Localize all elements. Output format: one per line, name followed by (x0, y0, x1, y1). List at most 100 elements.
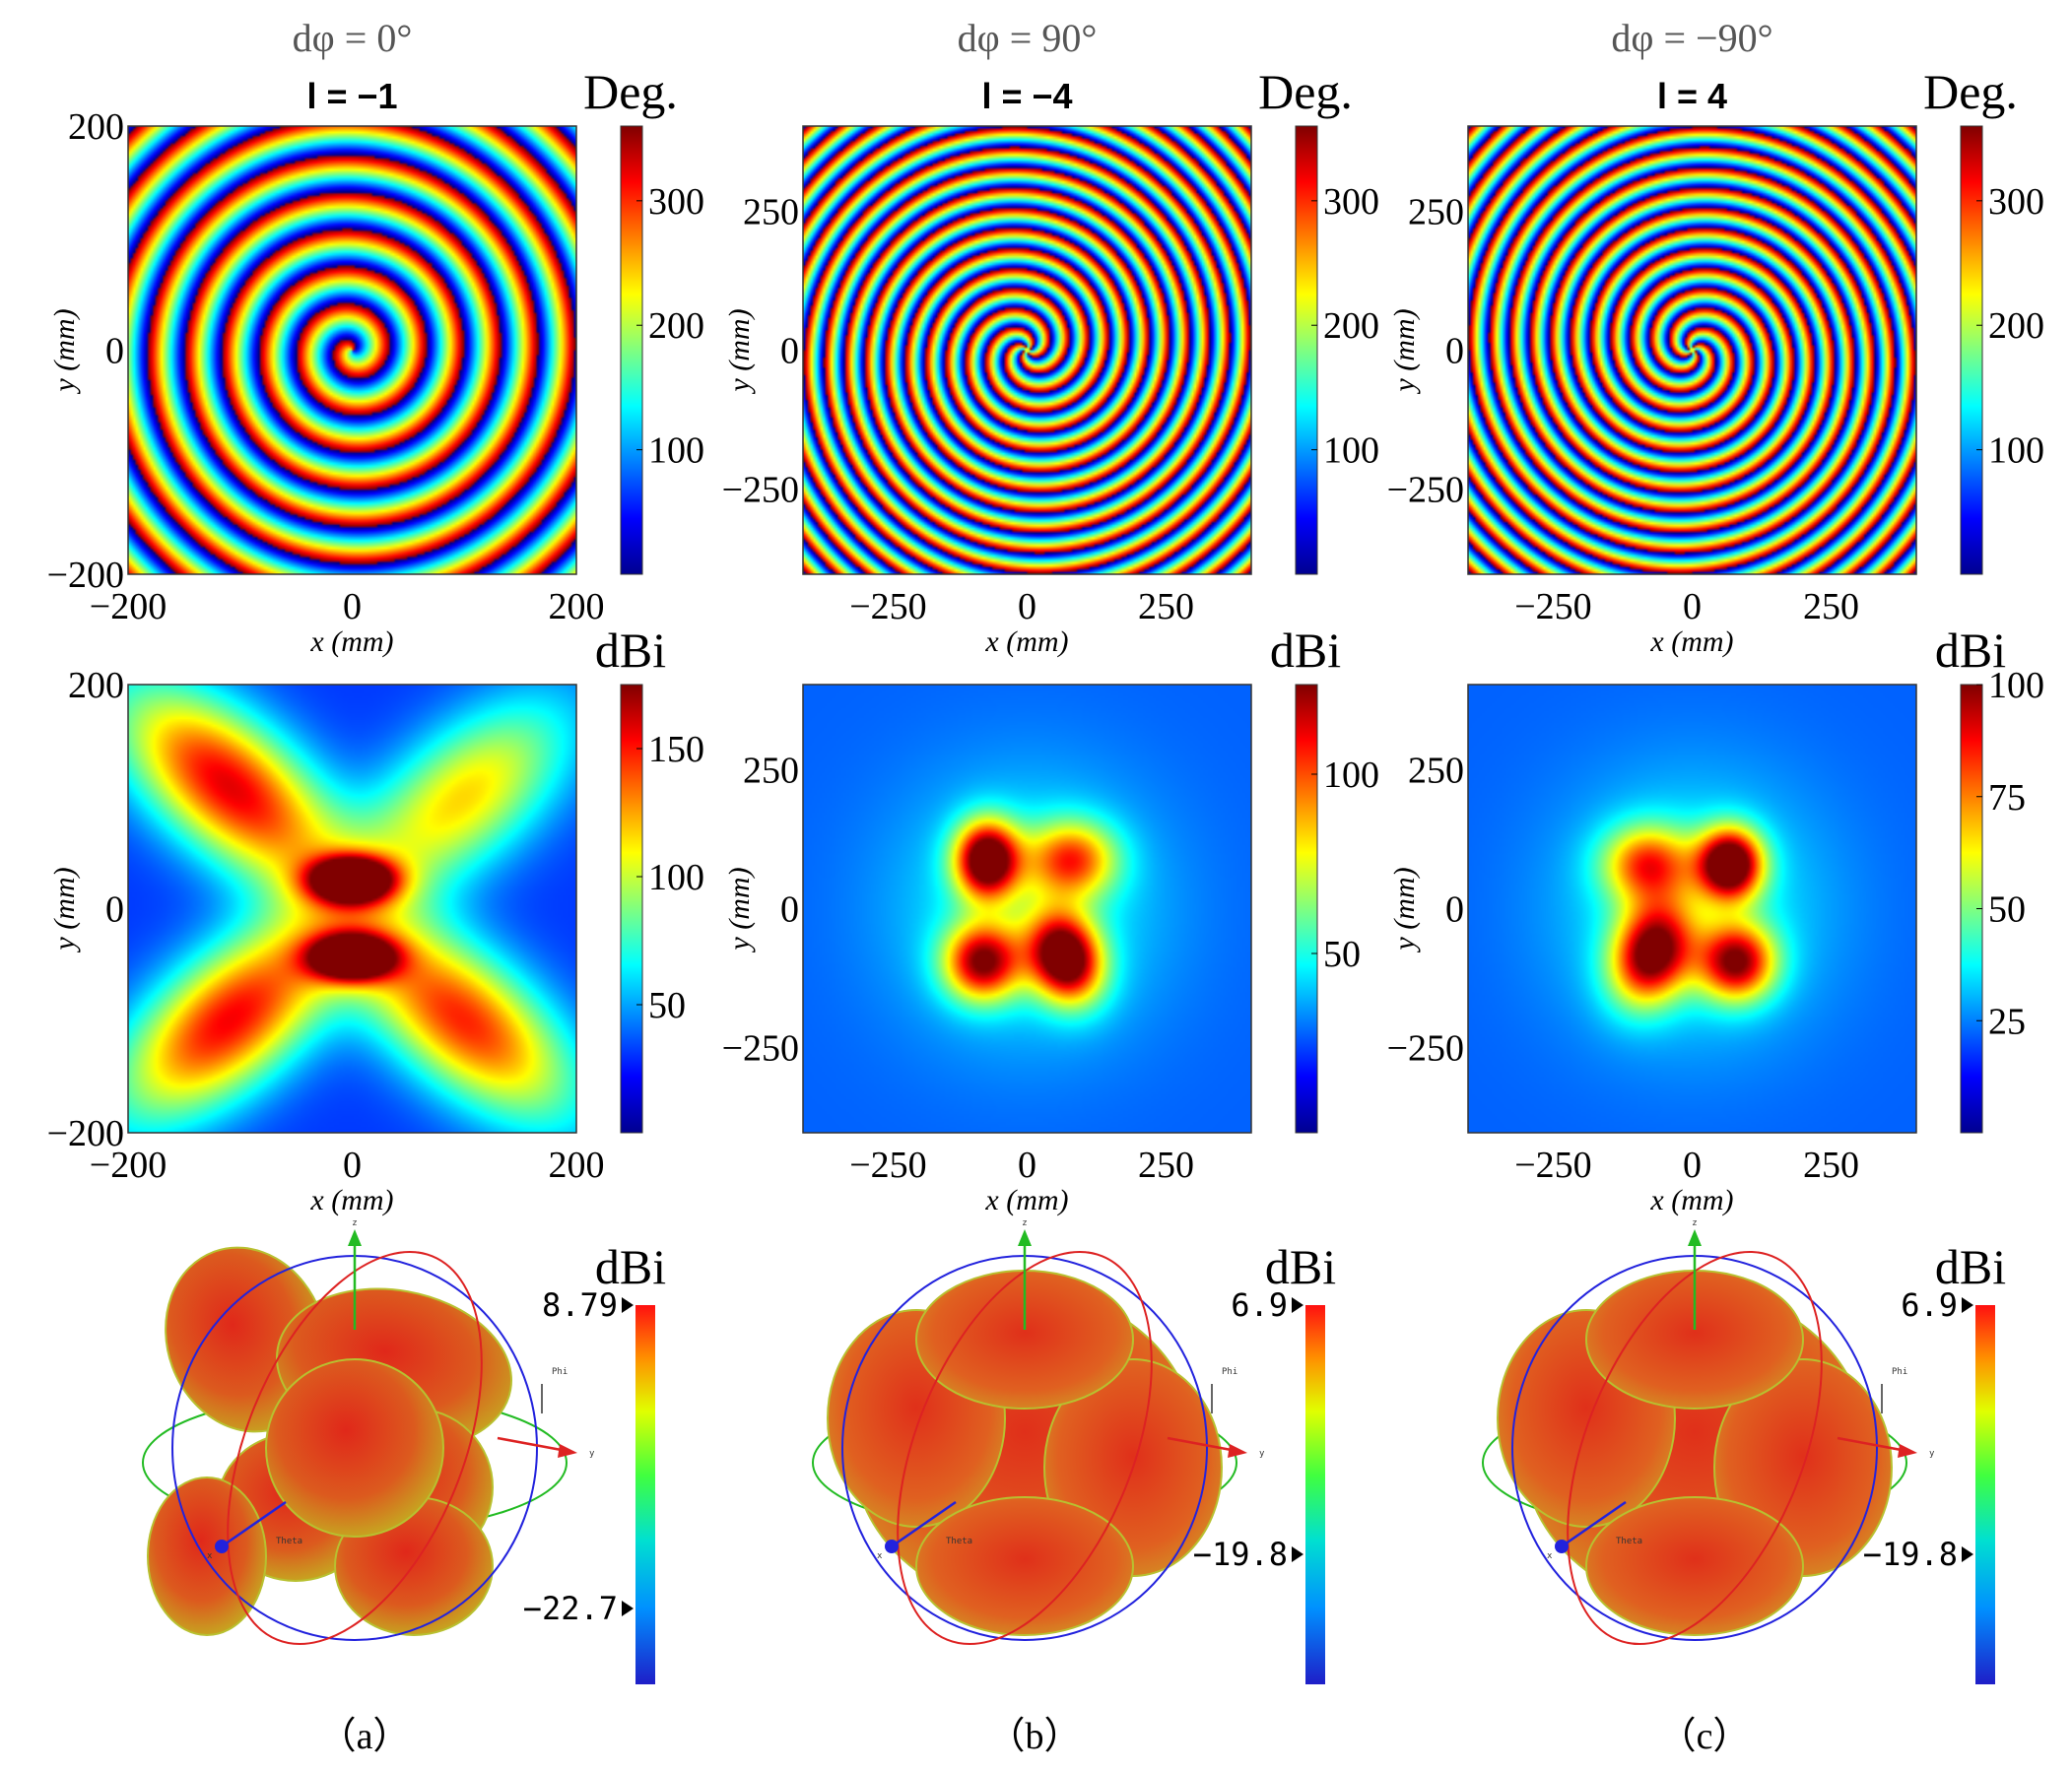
heatmap-image (128, 685, 576, 1133)
y-tick-label: 0 (1445, 331, 1464, 372)
colorbar-tick-label: 100 (1323, 430, 1379, 472)
x-tick-label: 0 (1018, 586, 1036, 627)
x-axis-label: x (mm) (309, 625, 393, 658)
x-axis-arrow-icon (215, 1540, 229, 1553)
colorbar-tick-label: 200 (648, 305, 704, 347)
colorbar-max-label: 6.9 (1231, 1286, 1288, 1324)
colorbar-tick-label: 300 (1323, 181, 1379, 223)
x-tick-label: 250 (1138, 1145, 1194, 1186)
y-tick-label: 200 (68, 106, 124, 148)
colorbar (1960, 125, 1983, 575)
radiation-lobe (915, 1496, 1134, 1636)
y-tick-label: −200 (47, 555, 124, 596)
heatmap-panel-phase-c: −250 0 250 x (mm) 250 0 −250 y (mm) 300 200 100 Deg… (1387, 16, 2044, 658)
heatmap-image (803, 685, 1251, 1133)
y-tick-label: −250 (722, 470, 799, 511)
y-tick-label: −200 (47, 1113, 124, 1154)
y-axis-arrow-icon (558, 1444, 577, 1458)
colorbar-unit-label: dBi (1265, 1239, 1336, 1294)
colorbar-unit-label: dBi (1935, 1239, 2006, 1294)
x-tick-label: −200 (90, 1145, 167, 1186)
colorbar-unit-label: dBi (1270, 623, 1341, 678)
heatmap-image (1468, 126, 1916, 574)
x-tick-label: 250 (1803, 586, 1859, 627)
z-axis-label: z (1022, 1218, 1027, 1228)
y-tick-label: 200 (68, 665, 124, 706)
y-axis-label: y (mm) (1388, 867, 1421, 952)
heatmap-frame (127, 684, 577, 1134)
colorbar-tick-label: 50 (1988, 889, 2026, 931)
colorbar (1975, 1305, 1995, 1684)
heatmap-frame (1467, 684, 1917, 1134)
panel-caption: （c） (1659, 1716, 1751, 1757)
panel-subtitle: l = −4 (981, 76, 1072, 116)
colorbar (1295, 125, 1318, 575)
z-axis-arrow-icon (1688, 1229, 1702, 1246)
heatmap-panel-phase-b: −250 0 250 x (mm) 250 0 −250 y (mm) 300 200 100 Deg… (722, 16, 1379, 658)
x-axis-label: x (mm) (984, 1184, 1068, 1216)
colorbar-tick-label: 100 (1988, 665, 2044, 706)
colorbar-tick-label: 25 (1988, 1001, 2026, 1042)
y-axis-label: y (589, 1449, 595, 1459)
colorbar (620, 684, 643, 1134)
y-tick-label: −250 (722, 1028, 799, 1070)
colorbar-max-label: 6.9 (1901, 1286, 1958, 1324)
colorbar-unit-label: dBi (595, 623, 666, 678)
y-tick-label: 250 (1408, 191, 1464, 232)
x-tick-label: −250 (849, 1145, 926, 1186)
colorbar-max-marker-icon (1292, 1297, 1303, 1313)
x-tick-label: 0 (1018, 1145, 1036, 1186)
x-axis-label: x (mm) (309, 1184, 393, 1216)
meridian-circle-red (897, 1250, 1153, 1646)
colorbar-tick-label: 100 (648, 430, 704, 472)
panel-title: dφ = 90° (958, 16, 1098, 60)
radiation-lobe (1585, 1496, 1804, 1636)
y-axis-label: y (mm) (48, 867, 81, 952)
y-axis-arrow-icon (1898, 1444, 1917, 1458)
z-axis-label: z (352, 1218, 357, 1228)
colorbar-tick-label: 75 (1988, 777, 2026, 819)
colorbar-max-marker-icon (622, 1297, 634, 1313)
y-tick-label: 0 (105, 889, 124, 931)
colorbar-unit-label: dBi (1935, 623, 2006, 678)
theta-label: Theta (1616, 1537, 1642, 1546)
phi-label: Phi (1892, 1367, 1907, 1377)
panel-title: dφ = −90° (1611, 16, 1772, 60)
y-tick-label: 0 (780, 889, 799, 931)
y-axis-line (1167, 1436, 1237, 1453)
colorbar-tick-label: 200 (1988, 305, 2044, 347)
heatmap-image (128, 126, 576, 574)
panel-subtitle: l = −1 (306, 76, 397, 116)
x-axis-line (891, 1500, 957, 1548)
colorbar-tick-label: 50 (648, 985, 686, 1026)
x-axis-label: x (207, 1551, 213, 1561)
phi-label: Phi (1222, 1367, 1237, 1377)
x-axis-label: x (mm) (1649, 1184, 1733, 1216)
y-tick-label: 250 (1408, 750, 1464, 791)
y-axis-label: y (mm) (1388, 308, 1421, 394)
y-axis-label: y (1259, 1449, 1265, 1459)
colorbar-min-marker-icon (1962, 1546, 1973, 1562)
y-tick-label: −250 (1387, 1028, 1464, 1070)
colorbar-unit-label: dBi (595, 1239, 666, 1294)
x-tick-label: 250 (1138, 586, 1194, 627)
x-axis-line (221, 1500, 287, 1548)
y-axis-arrow-icon (1228, 1444, 1247, 1458)
y-axis-line (1837, 1436, 1907, 1453)
colorbar-tick-label: 100 (648, 857, 704, 898)
x-tick-label: −250 (849, 586, 926, 627)
colorbar-tick-label: 100 (1323, 755, 1379, 796)
panel-title: dφ = 0° (293, 16, 413, 60)
colorbar-max-label: 8.79 (542, 1286, 618, 1324)
colorbar-tick-label: 200 (1323, 305, 1379, 347)
theta-label: Theta (946, 1537, 972, 1546)
x-tick-label: −250 (1514, 1145, 1591, 1186)
meridian-circle-red (1567, 1250, 1823, 1646)
heatmap-image (803, 126, 1251, 574)
x-tick-label: 0 (1683, 1145, 1702, 1186)
phi-label: Phi (552, 1367, 568, 1377)
heatmap-panel-magnitude-b: −250 0 250 x (mm) 250 0 −250 y (mm) 100 50 dBi (722, 623, 1379, 1216)
colorbar-unit-label: Deg. (1258, 64, 1353, 119)
heatmap-frame (802, 684, 1252, 1134)
